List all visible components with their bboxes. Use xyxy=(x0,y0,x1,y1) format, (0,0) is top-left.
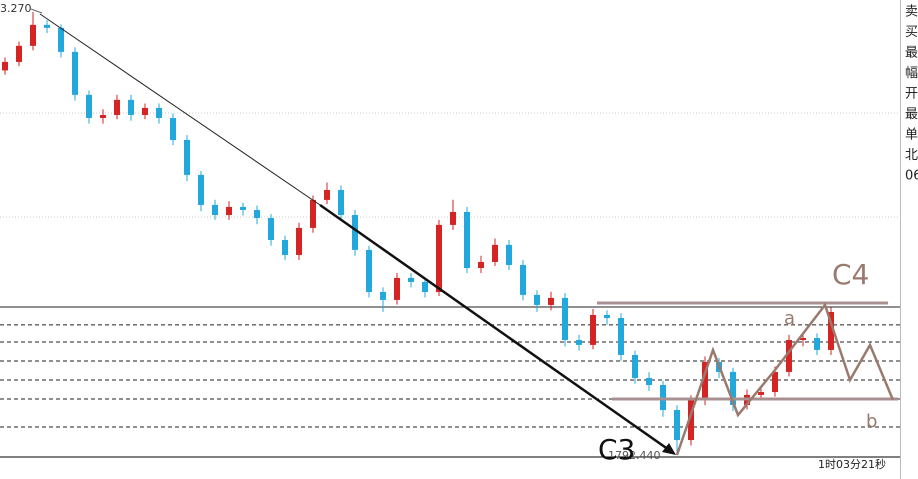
candle-body xyxy=(604,315,610,319)
annotation-c4: C4 xyxy=(832,258,869,291)
min-label: 1792.440 xyxy=(608,449,661,462)
candle-body xyxy=(268,218,274,240)
panel-label: 开 xyxy=(905,87,918,102)
panel-label: 卖 xyxy=(905,5,918,20)
candle-body xyxy=(170,117,176,140)
candle-body xyxy=(128,99,134,115)
candle-body xyxy=(114,99,120,115)
candle-body xyxy=(688,399,694,441)
panel-label: 买 xyxy=(905,25,918,40)
candle-body xyxy=(520,265,526,295)
candle-body xyxy=(198,174,204,205)
candle-body xyxy=(324,189,330,200)
candle-body xyxy=(352,214,358,250)
candle-body xyxy=(366,249,372,293)
candle-body xyxy=(562,297,568,341)
candle-body xyxy=(240,206,246,210)
candle-body xyxy=(226,206,232,215)
candle-body xyxy=(758,392,764,395)
candle-body xyxy=(534,294,540,305)
candle-body xyxy=(254,209,260,219)
candle-body xyxy=(730,371,736,405)
candle-body xyxy=(72,51,78,95)
timer: 1时03分21秒 xyxy=(818,457,886,471)
candle-body xyxy=(548,297,554,305)
annotation-a: a xyxy=(784,308,795,329)
candle-body xyxy=(436,224,442,293)
candle-body xyxy=(646,377,652,386)
candle-body xyxy=(212,204,218,215)
annotation-c3: C3 xyxy=(598,433,635,466)
candle-body xyxy=(422,281,428,293)
panel-label: 最 xyxy=(905,107,918,122)
candle-body xyxy=(450,211,456,225)
trend-line-thick xyxy=(319,203,673,454)
candle-body xyxy=(100,114,106,118)
levels xyxy=(0,306,900,428)
wave-path xyxy=(675,302,895,456)
panel-label: 单 xyxy=(905,128,918,143)
candle-body xyxy=(394,277,400,300)
candle-body xyxy=(184,139,190,175)
trend-line xyxy=(39,13,321,206)
panel-label: 北 xyxy=(905,148,918,163)
candle-body xyxy=(576,340,582,345)
candle-body xyxy=(380,292,386,300)
arrow-head xyxy=(662,443,676,455)
candle-body xyxy=(16,45,22,62)
candle-body xyxy=(618,318,624,355)
candle-body xyxy=(478,261,484,269)
candle-body xyxy=(632,354,638,378)
candle-body xyxy=(814,338,820,350)
candle-body xyxy=(492,244,498,262)
candle-body xyxy=(86,94,92,118)
max-pointer xyxy=(30,8,43,14)
candle-body xyxy=(282,239,288,255)
panel-label: 06 xyxy=(905,169,918,184)
candle-body xyxy=(590,315,596,345)
panel-label: 幅 xyxy=(905,66,918,81)
candles xyxy=(2,11,834,455)
candle-body xyxy=(296,227,302,255)
candle-body xyxy=(464,211,470,269)
candle-body xyxy=(772,371,778,393)
max-label: 3.270 xyxy=(0,2,32,15)
candle-body xyxy=(786,340,792,372)
candle-body xyxy=(800,338,806,341)
candle-body xyxy=(58,27,64,52)
candle-body xyxy=(828,311,834,350)
candle-body xyxy=(2,61,8,71)
candle-body xyxy=(506,244,512,266)
candle-body xyxy=(674,410,680,441)
candle-body xyxy=(44,24,50,28)
panel-label: 最 xyxy=(905,46,918,61)
candle-body xyxy=(142,107,148,115)
annotation-b: b xyxy=(866,411,877,432)
candle-body xyxy=(338,189,344,215)
candle-body xyxy=(30,24,36,46)
candle-body xyxy=(156,107,162,118)
candle-body xyxy=(702,362,708,400)
candle-body xyxy=(408,277,414,282)
candle-body xyxy=(310,199,316,228)
